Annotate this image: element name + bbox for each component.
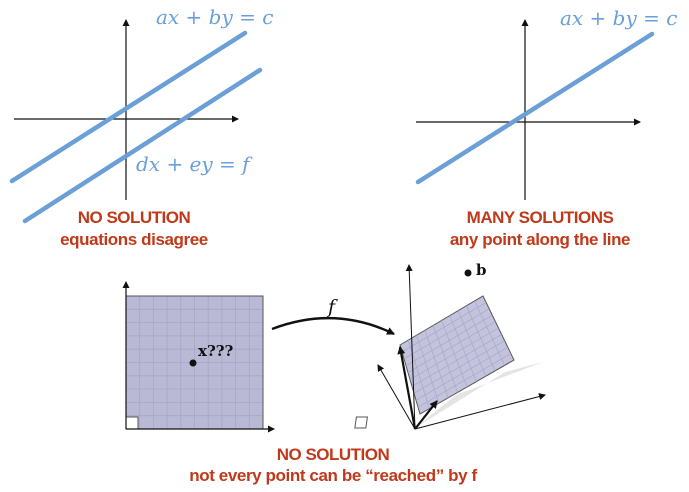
line-ax-by-c [9, 30, 248, 184]
panel-many-solutions: ax + by = c MANY SOLUTIONS any point alo… [415, 6, 677, 249]
equation-dx-ey-f: dx + ey = f [136, 152, 253, 176]
basis-image-vectors [397, 346, 438, 430]
caption-title: NO SOLUTION [277, 445, 390, 464]
right-angle-marker [125, 416, 139, 430]
image-plane [399, 295, 543, 428]
caption-subtitle: any point along the line [450, 230, 630, 249]
equation-ax-by-c: ax + by = c [560, 6, 677, 30]
point-b-label: b [476, 261, 487, 279]
right-angle-marker-3d [354, 416, 368, 429]
caption-title: NO SOLUTION [78, 208, 191, 227]
point-x [189, 359, 197, 367]
equation-ax-by-c: ax + by = c [156, 5, 273, 29]
point-x-label: x??? [198, 342, 234, 360]
codomain-axes [377, 264, 546, 430]
caption-subtitle: equations disagree [60, 230, 208, 249]
panel-no-solution-parallel: ax + by = c dx + ey = f NO SOLUTION equa… [9, 5, 273, 249]
point-b [464, 269, 472, 277]
map-arrow [271, 317, 395, 336]
line-dx-ey-f [22, 67, 263, 224]
map-label-f: f [326, 296, 338, 318]
caption-subtitle: not every point can be “reached” by f [189, 466, 477, 485]
caption-title: MANY SOLUTIONS [467, 208, 614, 227]
panel-map-f: x??? f b NO SOLUTION not every point can… [122, 261, 546, 485]
line-ax-by-c [415, 31, 655, 185]
